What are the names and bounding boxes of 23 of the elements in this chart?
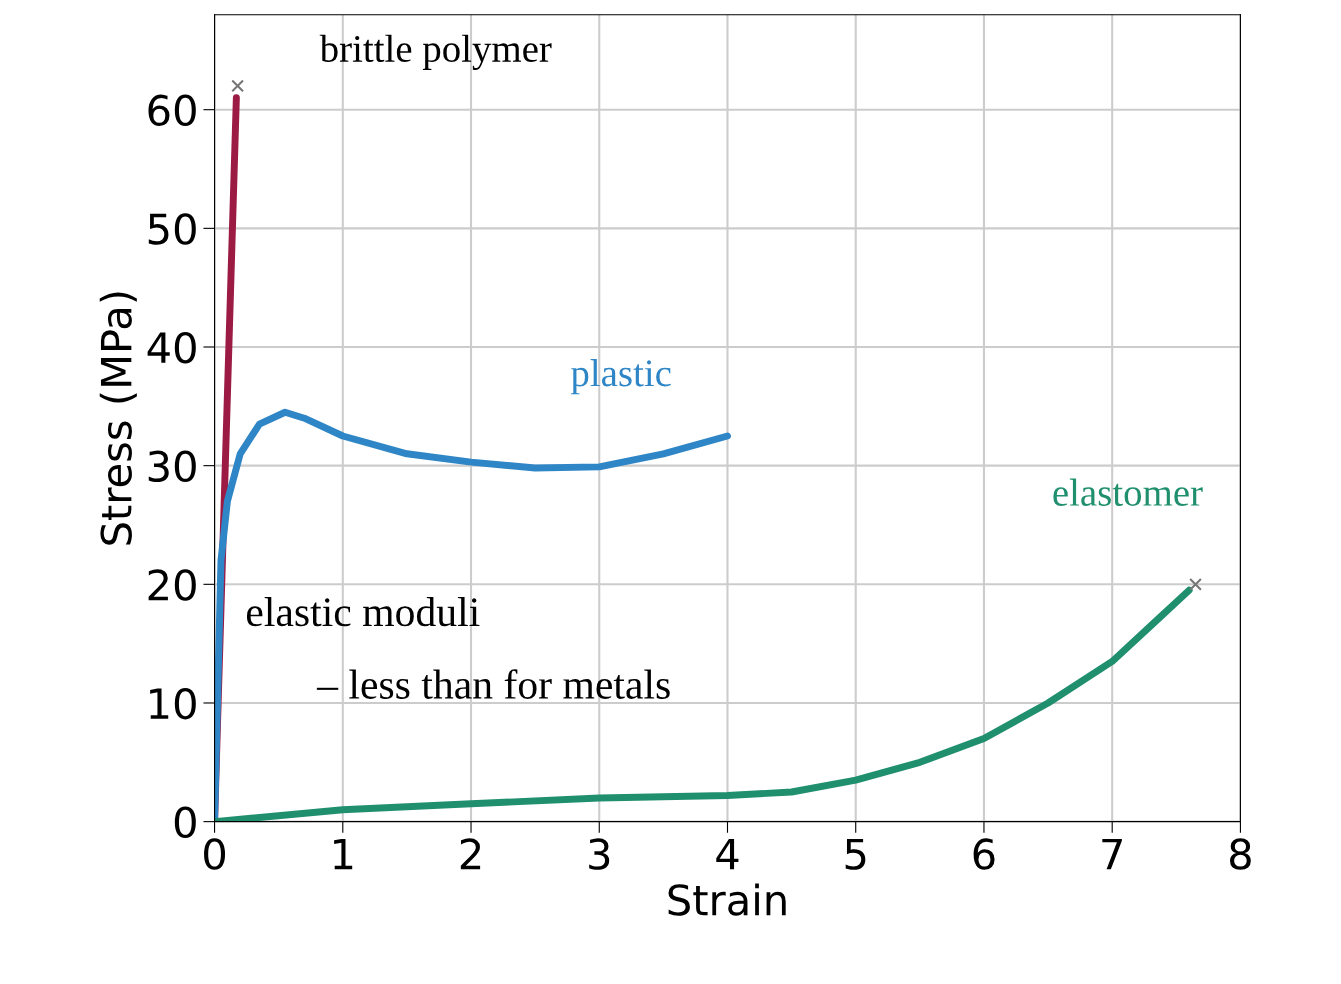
text: brittle polymer — [319, 34, 552, 71]
y-tick-label: 40 — [147, 331, 196, 364]
y-tick-label: 30 — [148, 450, 196, 483]
annotation: elastic moduli — [246, 596, 480, 627]
x-tick-label: 6 — [973, 838, 995, 870]
text: elastomer — [1053, 478, 1203, 506]
y-tick-label: 20 — [148, 569, 196, 601]
y-axis-title: Stress (MPa) — [99, 292, 137, 545]
x-axis-title: Strain — [668, 883, 786, 916]
x-tick-label: 4 — [716, 838, 739, 870]
y-tick-label: 10 — [150, 687, 196, 720]
x-tick-label: 5 — [845, 838, 866, 870]
y-tick-label: 50 — [148, 213, 196, 245]
x-tick-label: 2 — [460, 838, 481, 870]
x-tick-label: 1 — [334, 838, 353, 870]
x-tick-label: 0 — [204, 838, 226, 870]
annotation: – less than for metals — [316, 669, 670, 699]
x-tick-label: 7 — [1102, 838, 1122, 870]
y-tick-label: 0 — [174, 806, 196, 839]
y-tick-label: 60 — [148, 94, 196, 127]
series-label: plastic — [571, 359, 671, 395]
x-tick-label: 8 — [1230, 838, 1251, 870]
x-tick-label: 3 — [589, 838, 610, 870]
